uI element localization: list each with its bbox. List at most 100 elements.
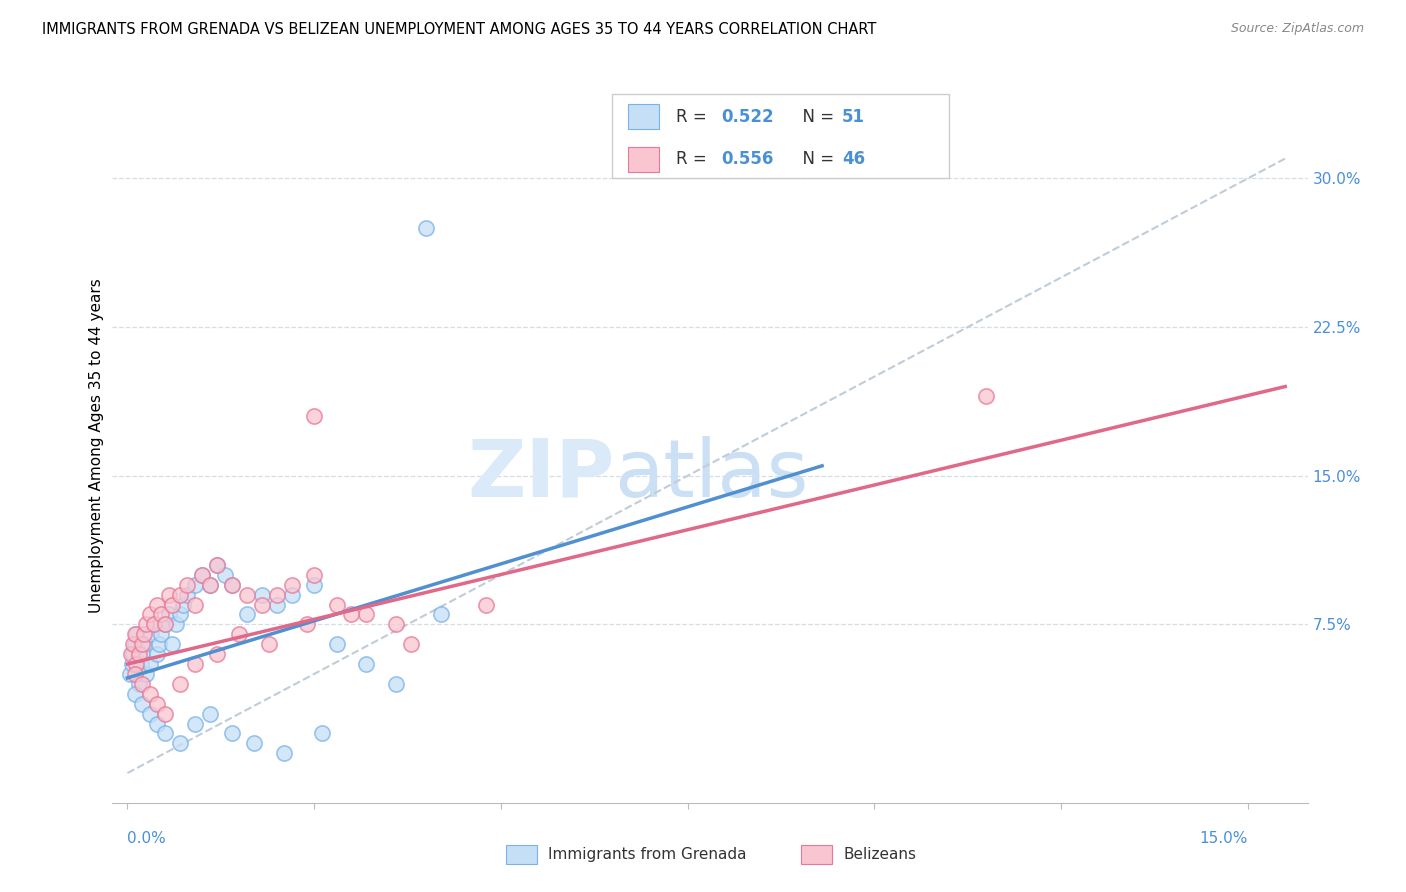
Point	[169, 677, 191, 691]
Point	[385, 617, 408, 632]
Point	[183, 578, 205, 592]
Text: Source: ZipAtlas.com: Source: ZipAtlas.com	[1230, 22, 1364, 36]
Point	[302, 567, 325, 582]
Point	[131, 697, 153, 711]
Text: Belizeans: Belizeans	[844, 847, 917, 862]
Point	[311, 726, 333, 740]
Point	[125, 627, 148, 641]
Point	[280, 578, 302, 592]
Point	[399, 637, 422, 651]
Point	[146, 598, 169, 612]
Point	[302, 578, 325, 592]
Point	[191, 567, 214, 582]
Point	[132, 627, 155, 641]
Point	[135, 667, 157, 681]
Point	[129, 657, 152, 671]
Point	[325, 637, 347, 651]
Point	[150, 627, 173, 641]
Point	[183, 716, 205, 731]
Point	[176, 578, 198, 592]
Point	[205, 558, 228, 572]
Text: IMMIGRANTS FROM GRENADA VS BELIZEAN UNEMPLOYMENT AMONG AGES 35 TO 44 YEARS CORRE: IMMIGRANTS FROM GRENADA VS BELIZEAN UNEM…	[42, 22, 876, 37]
Point	[205, 558, 228, 572]
Point	[157, 588, 180, 602]
Point	[221, 578, 243, 592]
Text: 46: 46	[842, 151, 865, 169]
Point	[273, 746, 295, 760]
Text: R =: R =	[676, 151, 713, 169]
Point	[176, 588, 198, 602]
Point	[976, 389, 998, 403]
Text: 0.556: 0.556	[721, 151, 773, 169]
Point	[214, 567, 236, 582]
Point	[142, 617, 165, 632]
Point	[153, 617, 176, 632]
Point	[124, 667, 146, 681]
Point	[131, 677, 153, 691]
Point	[139, 657, 162, 671]
Point	[125, 657, 148, 671]
Point	[169, 607, 191, 622]
Point	[122, 637, 145, 651]
Text: 51: 51	[842, 108, 865, 126]
Point	[385, 677, 408, 691]
Y-axis label: Unemployment Among Ages 35 to 44 years: Unemployment Among Ages 35 to 44 years	[89, 278, 104, 614]
Text: Immigrants from Grenada: Immigrants from Grenada	[548, 847, 747, 862]
Point	[148, 637, 170, 651]
Point	[250, 588, 273, 602]
Text: R =: R =	[676, 108, 713, 126]
Point	[266, 598, 288, 612]
Point	[169, 588, 191, 602]
Point	[139, 607, 162, 622]
Point	[259, 637, 281, 651]
Point	[146, 697, 169, 711]
Point	[120, 647, 142, 661]
Point	[124, 627, 146, 641]
Point	[250, 598, 273, 612]
Point	[153, 617, 176, 632]
Point	[153, 726, 176, 740]
Point	[153, 706, 176, 721]
Point	[122, 647, 145, 661]
Point	[128, 677, 150, 691]
Point	[169, 736, 191, 750]
Point	[146, 716, 169, 731]
Point	[162, 598, 183, 612]
Point	[124, 687, 146, 701]
Point	[205, 647, 228, 661]
Point	[172, 598, 194, 612]
Text: atlas: atlas	[614, 435, 808, 514]
Point	[198, 706, 221, 721]
Point	[191, 567, 214, 582]
Point	[141, 627, 163, 641]
Point	[243, 736, 266, 750]
Point	[162, 637, 183, 651]
Point	[340, 607, 363, 622]
Point	[183, 598, 205, 612]
Text: 0.0%: 0.0%	[128, 831, 166, 847]
Point	[236, 607, 259, 622]
Point	[295, 617, 318, 632]
Point	[183, 657, 205, 671]
Text: 0.522: 0.522	[721, 108, 773, 126]
Point	[124, 637, 146, 651]
Point	[146, 647, 169, 661]
Point	[157, 607, 180, 622]
Point	[150, 607, 173, 622]
Point	[266, 588, 288, 602]
Point	[165, 617, 187, 632]
Point	[131, 637, 153, 651]
Point	[142, 617, 165, 632]
Point	[228, 627, 250, 641]
Text: 15.0%: 15.0%	[1199, 831, 1249, 847]
Point	[128, 647, 150, 661]
Point	[325, 598, 347, 612]
Point	[430, 607, 453, 622]
Point	[132, 637, 155, 651]
Point	[198, 578, 221, 592]
Point	[280, 588, 302, 602]
Text: ZIP: ZIP	[467, 435, 614, 514]
Point	[221, 578, 243, 592]
Text: N =: N =	[792, 108, 839, 126]
Point	[221, 726, 243, 740]
